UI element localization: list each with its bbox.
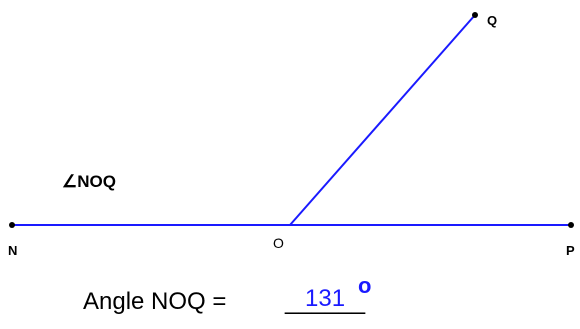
question-prefix: Angle NOQ = (83, 288, 226, 315)
ray-oq (289, 14, 476, 226)
point-p (568, 222, 574, 228)
label-p: P (566, 243, 575, 258)
angle-name: ∠NOQ (62, 172, 116, 191)
point-n (9, 222, 15, 228)
point-q (472, 12, 478, 18)
label-q: Q (487, 13, 497, 28)
degree-symbol: o (358, 273, 371, 298)
label-o: O (273, 235, 284, 251)
answer-value: 131 (305, 285, 345, 312)
answer-blank: ______ (284, 288, 366, 315)
label-n: N (8, 243, 17, 258)
